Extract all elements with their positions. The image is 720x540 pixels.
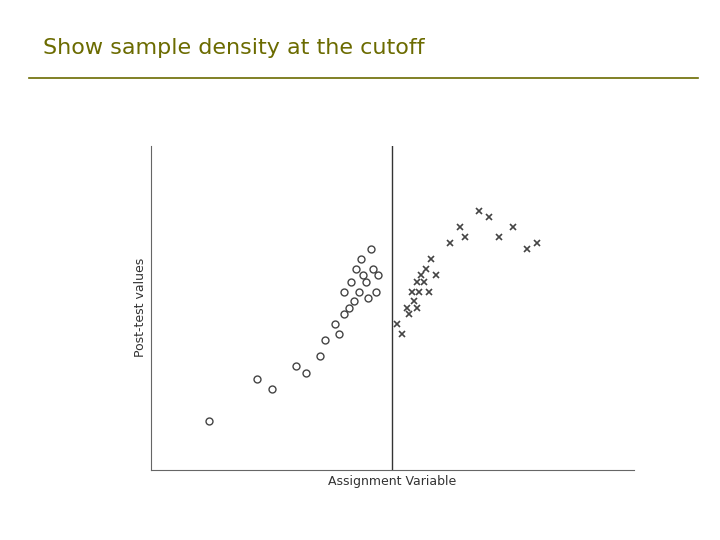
Y-axis label: Post-test values: Post-test values — [134, 258, 147, 357]
Text: Show sample density at the cutoff: Show sample density at the cutoff — [43, 38, 425, 58]
X-axis label: Assignment Variable: Assignment Variable — [328, 475, 456, 488]
